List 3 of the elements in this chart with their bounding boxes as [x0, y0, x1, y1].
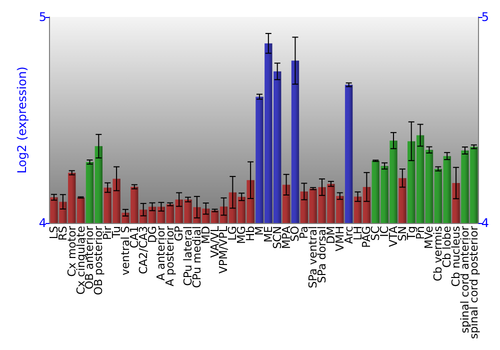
y2-tick-label: 4 [481, 216, 490, 230]
y2-tick-label: 5 [481, 10, 490, 24]
y-axis-title: Log2 (expression) [15, 66, 29, 174]
